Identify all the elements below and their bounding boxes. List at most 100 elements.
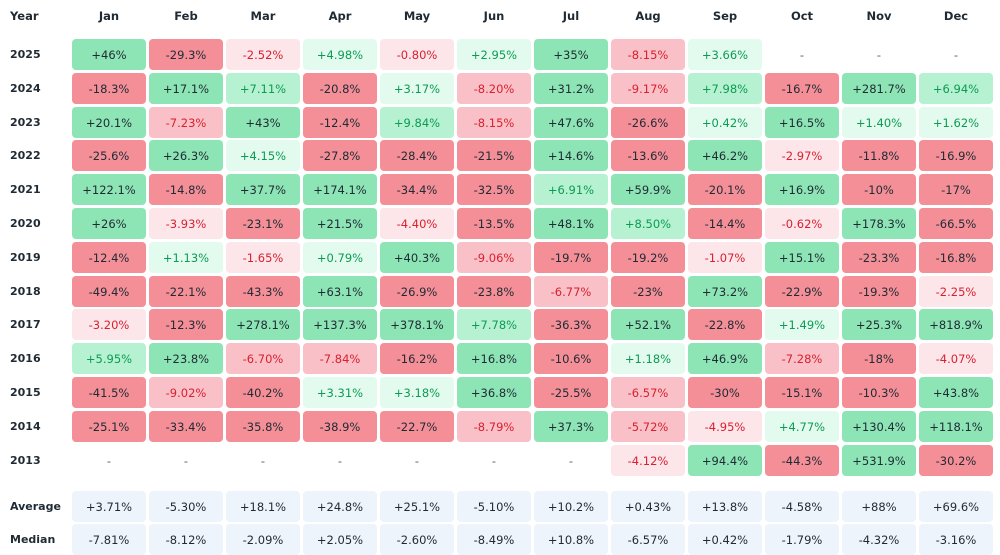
return-cell: -25.1% <box>72 411 146 442</box>
return-cell: +43% <box>226 107 300 138</box>
return-cell: -13.5% <box>457 208 531 239</box>
summary-cell: -8.49% <box>457 524 531 555</box>
return-cell: +174.1% <box>303 174 377 205</box>
return-cell: -8.20% <box>457 73 531 104</box>
return-cell: +25.3% <box>842 309 916 340</box>
return-cell: +46.2% <box>688 140 762 171</box>
return-cell: -4.40% <box>380 208 454 239</box>
summary-cell: +18.1% <box>226 491 300 522</box>
return-cell: -26.9% <box>380 276 454 307</box>
return-cell: -44.3% <box>765 445 839 476</box>
return-cell: -10.3% <box>842 377 916 408</box>
summary-cell: -1.79% <box>765 524 839 555</box>
return-cell: +137.3% <box>303 309 377 340</box>
return-cell: -23.3% <box>842 242 916 273</box>
return-cell: +278.1% <box>226 309 300 340</box>
month-header-nov: Nov <box>866 9 892 23</box>
return-cell: +1.13% <box>149 242 223 273</box>
return-cell: +1.49% <box>765 309 839 340</box>
year-label: 2013 <box>10 454 41 467</box>
return-cell: -16.8% <box>919 242 993 273</box>
return-cell: -22.8% <box>688 309 762 340</box>
return-cell: +16.5% <box>765 107 839 138</box>
return-cell: -3.20% <box>72 309 146 340</box>
return-cell: -18.3% <box>72 73 146 104</box>
return-cell: -6.57% <box>611 377 685 408</box>
month-header-feb: Feb <box>174 9 198 23</box>
return-cell: -3.93% <box>149 208 223 239</box>
return-cell: +0.79% <box>303 242 377 273</box>
return-cell: +16.9% <box>765 174 839 205</box>
return-cell: -20.1% <box>688 174 762 205</box>
return-cell: -12.4% <box>72 242 146 273</box>
year-label: 2017 <box>10 318 41 331</box>
return-cell: +122.1% <box>72 174 146 205</box>
summary-cell: +3.71% <box>72 491 146 522</box>
return-cell: -12.4% <box>303 107 377 138</box>
return-cell: -22.1% <box>149 276 223 307</box>
return-cell: +6.91% <box>534 174 608 205</box>
return-cell: +21.5% <box>303 208 377 239</box>
return-cell: -22.9% <box>765 276 839 307</box>
return-cell: - <box>414 453 420 468</box>
summary-cell: +0.42% <box>688 524 762 555</box>
summary-cell: -5.30% <box>149 491 223 522</box>
return-cell: -2.25% <box>919 276 993 307</box>
return-cell: +63.1% <box>303 276 377 307</box>
year-label: 2024 <box>10 82 41 95</box>
summary-cell: -4.58% <box>765 491 839 522</box>
return-cell: -19.3% <box>842 276 916 307</box>
year-label: 2025 <box>10 48 41 61</box>
return-cell: -4.07% <box>919 343 993 374</box>
month-header-sep: Sep <box>712 9 738 23</box>
return-cell: -16.2% <box>380 343 454 374</box>
return-cell: -28.4% <box>380 140 454 171</box>
month-header-jan: Jan <box>98 9 120 23</box>
return-cell: +5.95% <box>72 343 146 374</box>
summary-cell: -5.10% <box>457 491 531 522</box>
return-cell: - <box>337 453 343 468</box>
summary-cell: +13.8% <box>688 491 762 522</box>
return-cell: -10.6% <box>534 343 608 374</box>
return-cell: +40.3% <box>380 242 454 273</box>
return-cell: -13.6% <box>611 140 685 171</box>
summary-cell: +24.8% <box>303 491 377 522</box>
summary-cell: -3.16% <box>919 524 993 555</box>
summary-cell: -2.60% <box>380 524 454 555</box>
month-header-dec: Dec <box>943 9 969 23</box>
return-cell: +46.9% <box>688 343 762 374</box>
return-cell: +2.95% <box>457 39 531 70</box>
return-cell: +0.42% <box>688 107 762 138</box>
return-cell: +1.18% <box>611 343 685 374</box>
return-cell: +26% <box>72 208 146 239</box>
summary-cell: +2.05% <box>303 524 377 555</box>
return-cell: -66.5% <box>919 208 993 239</box>
year-label: 2020 <box>10 217 41 230</box>
month-header-jul: Jul <box>562 9 580 23</box>
summary-cell: +69.6% <box>919 491 993 522</box>
return-cell: -18% <box>842 343 916 374</box>
year-label: 2023 <box>10 116 41 129</box>
return-cell: -23% <box>611 276 685 307</box>
return-cell: +4.98% <box>303 39 377 70</box>
return-cell: -11.8% <box>842 140 916 171</box>
return-cell: -19.2% <box>611 242 685 273</box>
return-cell: +59.9% <box>611 174 685 205</box>
return-cell: -8.15% <box>457 107 531 138</box>
return-cell: - <box>183 453 189 468</box>
return-cell: - <box>876 47 882 62</box>
summary-cell: -4.32% <box>842 524 916 555</box>
return-cell: -22.7% <box>380 411 454 442</box>
return-cell: -33.4% <box>149 411 223 442</box>
return-cell: - <box>106 453 112 468</box>
return-cell: -4.12% <box>611 445 685 476</box>
summary-cell: +10.8% <box>534 524 608 555</box>
return-cell: -17% <box>919 174 993 205</box>
month-header-jun: Jun <box>483 9 505 23</box>
return-cell: +3.31% <box>303 377 377 408</box>
return-cell: -32.5% <box>457 174 531 205</box>
return-cell: +16.8% <box>457 343 531 374</box>
month-header-mar: Mar <box>250 9 276 23</box>
return-cell: - <box>491 453 497 468</box>
return-cell: +36.8% <box>457 377 531 408</box>
